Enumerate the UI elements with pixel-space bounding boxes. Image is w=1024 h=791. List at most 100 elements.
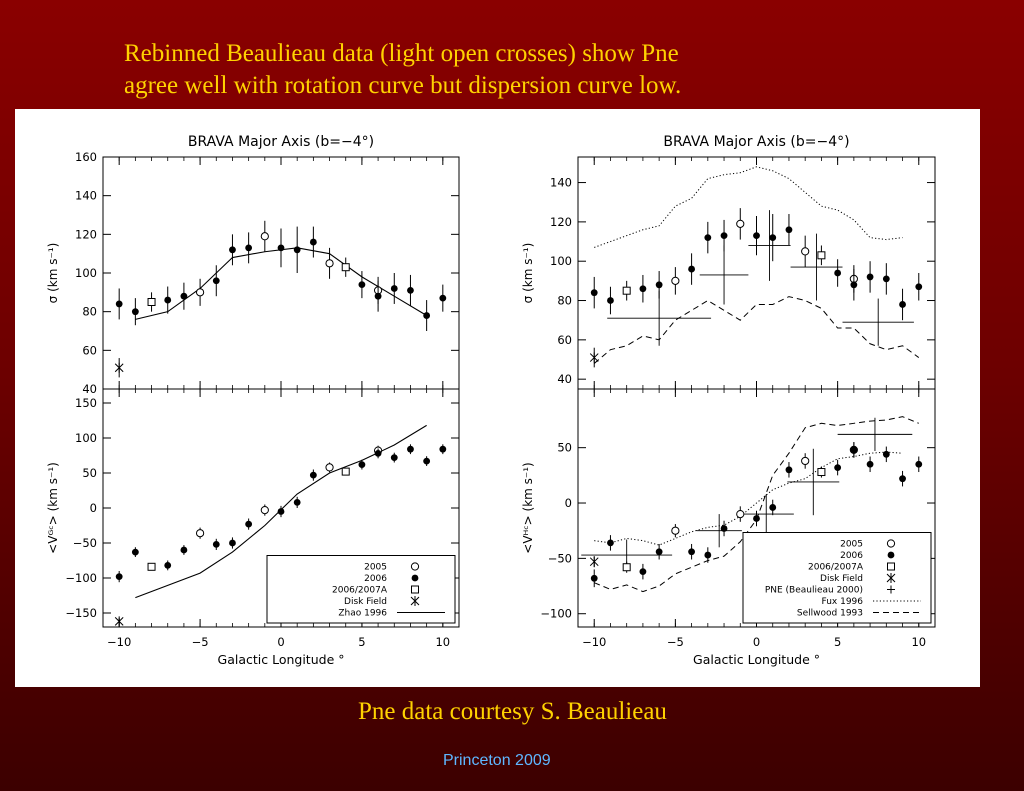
data-point-filled-circle [590,574,598,582]
y-tick-label: 0 [565,496,572,510]
model-line-sellwood-1993 [593,296,920,364]
data-point-filled-circle [229,539,236,547]
data-point-cross [589,352,599,363]
y-tick-label: 140 [550,176,572,190]
data-point-filled-circle [212,541,220,548]
data-point-filled-circle [374,292,382,300]
y-tick-label: −50 [73,536,97,550]
data-point-filled-circle [899,475,906,483]
data-point-filled-circle [834,464,842,471]
data-point-open-square [341,467,350,476]
legend-label: Disk Field [344,597,387,607]
data-point-open-circle [671,276,680,285]
data-point-open-circle [260,506,269,515]
y-tick-label: 40 [82,382,97,396]
data-point-open-square [622,286,631,295]
legend-marker-open-square [887,562,895,571]
x-tick-label: 0 [277,635,284,649]
x-axis-label: Galactic Longitude ° [693,652,820,667]
data-point-filled-circle [180,292,188,300]
model-line-fux-1996 [594,451,903,546]
data-point-filled-circle [309,238,317,246]
y-axis-label: σ (km s⁻¹) [521,243,535,304]
chart-title: BRAVA Major Axis (b=−4°) [188,134,374,150]
y-tick-label: −100 [65,571,97,585]
data-point-filled-circle [164,296,172,304]
data-point-filled-circle [769,504,777,511]
figure-panel: 40 60 80 100 120 140 160 BRAVA Major Axis (b=−4… [15,109,980,687]
x-tick-label: 5 [358,635,365,649]
y-tick-label: 80 [82,305,97,319]
subplot-1: 40 60 80 100 120 140 160 BRAVA Major Axis (b=−4… [46,134,460,396]
data-point-filled-circle [704,551,712,559]
data-point-filled-circle [293,499,301,506]
data-point-open-square [147,298,156,306]
data-point-filled-circle [212,277,220,285]
y-tick-label: 80 [557,294,572,308]
data-point-filled-circle [277,508,285,515]
data-point-filled-circle [131,308,139,316]
legend-label: 2005 [364,563,387,573]
data-point-filled-circle [245,520,253,528]
legend-label: 2006 [364,574,387,584]
data-point-filled-circle [115,300,123,308]
data-point-filled-circle [866,460,874,468]
x-axis-label: Galactic Longitude ° [218,652,345,667]
data-point-open-square [341,263,350,272]
data-point-filled-circle [882,275,890,283]
data-point-open-square [817,468,826,477]
slide-title-line-1: Rebinned Beaulieau data (light open cros… [124,40,679,67]
data-point-filled-circle [607,539,614,547]
data-point-filled-circle [439,294,447,302]
data-point-open-circle [260,232,269,241]
plot-area [114,220,447,378]
data-point-filled-circle [850,446,858,454]
legend-label: 2005 [840,540,863,550]
data-point-filled-circle [590,289,598,297]
data-point-filled-circle [720,232,728,240]
y-tick-label: 50 [82,466,97,480]
data-point-filled-circle [293,246,301,254]
y-tick-label: 120 [75,227,97,241]
data-point-cross [114,616,124,627]
y-axis-label: <Vᴴᶜ> (km s⁻¹) [521,462,535,553]
legend-label: Zhao 1996 [338,609,387,619]
slide-title: Rebinned Beaulieau data (light open cros… [124,38,884,102]
data-point-filled-circle [180,546,188,554]
legend-box [742,532,932,624]
data-point-filled-circle [639,285,647,293]
slide-caption: Pne data courtesy S. Beaulieau [358,698,667,725]
plot-area [114,424,447,627]
legend-marker-open-circle [886,539,896,548]
y-tick-label: 60 [82,343,97,357]
y-tick-label: 50 [557,441,572,455]
y-tick-label: 120 [550,215,572,229]
data-point-filled-circle [229,246,236,254]
data-point-filled-circle [390,454,398,461]
data-point-open-circle [195,529,205,538]
plot-frame [102,156,460,390]
y-tick-label: −50 [548,551,572,565]
legend-label: Sellwood 1993 [797,609,863,619]
y-axis-label: <Vᴳᶜ> (km s⁻¹) [46,462,60,554]
data-point-open-circle [325,463,334,472]
data-point-filled-circle [131,548,139,556]
data-point-filled-circle [655,548,663,556]
legend-marker-filled-circle [411,574,419,582]
data-point-open-square [147,562,156,571]
data-point-open-circle [801,247,810,256]
legend-label: 2006/2007A [332,586,388,596]
y-tick-label: −100 [540,607,572,621]
legend-marker-cross [886,573,896,583]
data-point-filled-circle [115,573,123,580]
data-point-filled-circle [688,548,695,556]
x-tick-label: 0 [753,635,760,649]
y-tick-label: 60 [557,333,572,347]
y-tick-label: 100 [75,431,97,445]
data-point-filled-circle [769,234,777,242]
legend-marker-open-circle [410,562,420,571]
data-point-filled-circle [753,232,760,240]
